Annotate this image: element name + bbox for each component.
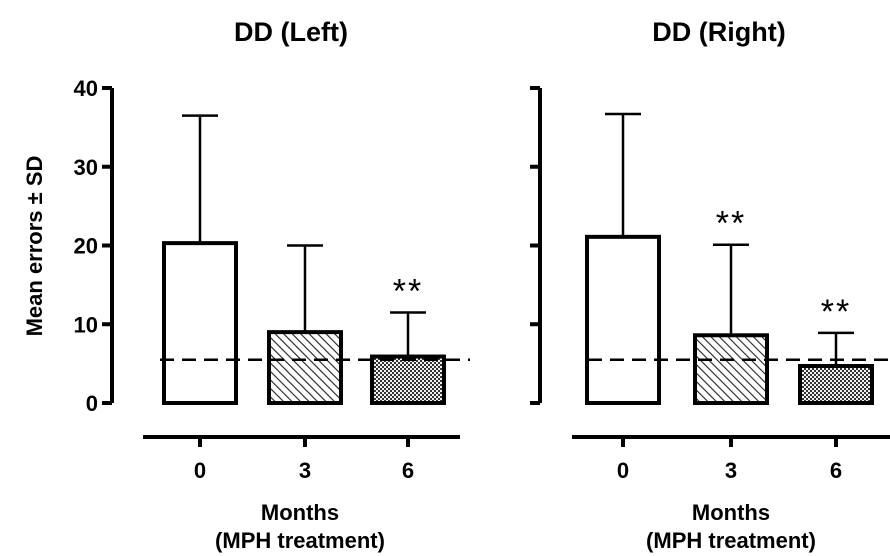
- significance-marker: **: [716, 205, 746, 243]
- y-tick-label: 0: [86, 391, 98, 416]
- x-axis-sublabel: (MPH treatment): [646, 528, 816, 553]
- bar: [267, 330, 343, 405]
- bar: [693, 333, 769, 405]
- x-tick-label: 3: [299, 458, 311, 483]
- panel-left: DD (Left) 0 10 20 30 40 0 3 6 ** Months (MPH treatm…: [74, 17, 470, 553]
- y-tick-label: 10: [74, 312, 98, 337]
- x-axis-label: Months: [261, 500, 339, 525]
- x-axis-label: Months: [692, 500, 770, 525]
- bar: [585, 234, 661, 405]
- chart-title: DD (Right): [652, 17, 785, 47]
- x-tick-label: 3: [725, 458, 737, 483]
- y-tick-label: 40: [74, 76, 98, 101]
- x-tick-label: 6: [402, 458, 414, 483]
- x-tick-label: 6: [830, 458, 842, 483]
- x-tick-label: 0: [194, 458, 206, 483]
- panel-right: DD (Right) 0 3 ** 6 ** Months (MPH treatment): [530, 17, 890, 553]
- y-tick-label: 30: [74, 155, 98, 180]
- y-tick-label: 20: [74, 234, 98, 259]
- significance-marker: **: [393, 272, 423, 310]
- x-tick-label: 0: [617, 458, 629, 483]
- bar: [370, 354, 446, 406]
- chart-title: DD (Left): [234, 17, 348, 47]
- y-axis-label: Mean errors ± SD: [22, 156, 47, 337]
- bar: [162, 241, 238, 405]
- significance-marker: **: [821, 293, 851, 331]
- bar: [798, 363, 874, 405]
- x-axis-sublabel: (MPH treatment): [215, 528, 385, 553]
